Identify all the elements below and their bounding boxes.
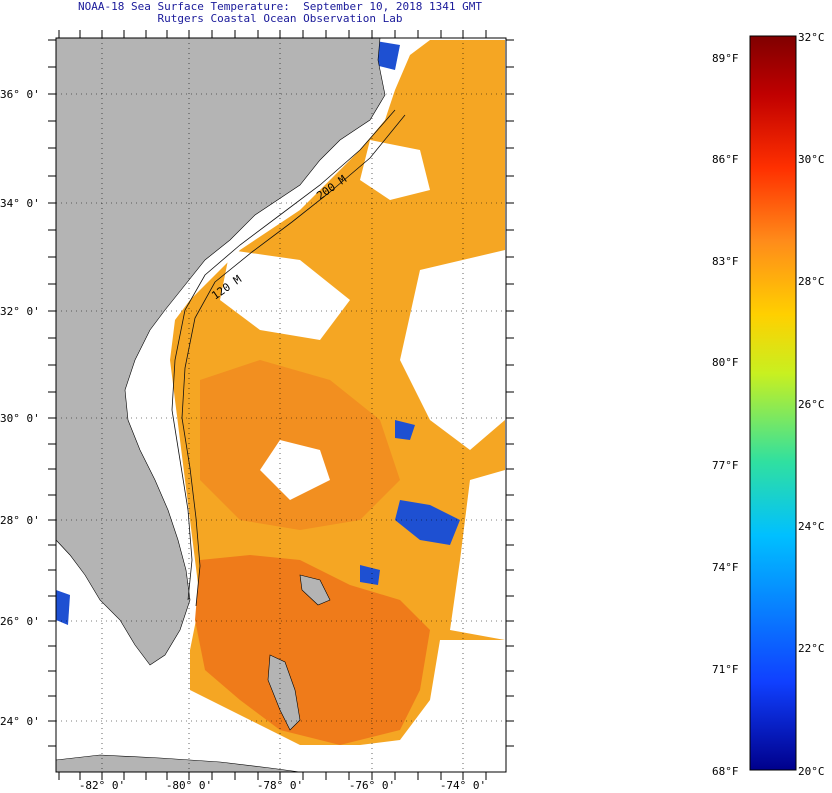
bahamas-islands xyxy=(267,574,331,731)
us-east-coast-land xyxy=(56,38,386,666)
lon-label: -74° 0' xyxy=(440,779,486,792)
lat-label: 28° 0' xyxy=(0,514,40,527)
fahrenheit-label: 89°F xyxy=(712,52,739,65)
lat-label: 34° 0' xyxy=(0,197,40,210)
fahrenheit-label: 86°F xyxy=(712,153,739,166)
lon-label: -76° 0' xyxy=(349,779,395,792)
lat-label: 24° 0' xyxy=(0,715,40,728)
celsius-label: 30°C xyxy=(798,153,825,166)
celsius-label: 24°C xyxy=(798,520,825,533)
map-ticks xyxy=(48,30,514,780)
fahrenheit-label: 83°F xyxy=(712,255,739,268)
fahrenheit-label: 68°F xyxy=(712,765,739,778)
fahrenheit-label: 80°F xyxy=(712,356,739,369)
celsius-label: 26°C xyxy=(798,398,825,411)
isobath-contours xyxy=(171,109,406,607)
lat-label: 36° 0' xyxy=(0,88,40,101)
celsius-label: 28°C xyxy=(798,275,825,288)
fahrenheit-label: 71°F xyxy=(712,663,739,676)
fahrenheit-label: 74°F xyxy=(712,561,739,574)
fahrenheit-label: 77°F xyxy=(712,459,739,472)
celsius-labels: 32°C 30°C 28°C 26°C 24°C 22°C 20°C xyxy=(798,31,825,778)
lon-label: -80° 0' xyxy=(166,779,212,792)
lon-labels: -82° 0' -80° 0' -78° 0' -76° 0' -74° 0' xyxy=(79,779,486,792)
lon-label: -82° 0' xyxy=(79,779,125,792)
map-frame xyxy=(55,37,507,773)
colorbar-gradient xyxy=(749,35,797,771)
map-title: NOAA-18 Sea Surface Temperature: Septemb… xyxy=(78,0,482,13)
sst-hot-region xyxy=(195,555,430,745)
lon-label: -78° 0' xyxy=(257,779,303,792)
graticule xyxy=(56,38,506,772)
lat-label: 32° 0' xyxy=(0,305,40,318)
cuba-land xyxy=(56,754,301,772)
celsius-label: 32°C xyxy=(798,31,825,44)
lat-label: 30° 0' xyxy=(0,412,40,425)
map-subtitle: Rutgers Coastal Ocean Observation Lab xyxy=(157,12,403,25)
lat-labels: 36° 0' 34° 0' 32° 0' 30° 0' 28° 0' 26° 0… xyxy=(0,88,40,728)
temperature-colorbar: 89°F 86°F 83°F 80°F 77°F 74°F 71°F 68°F … xyxy=(712,31,825,778)
sst-map: 120 M 200 M 36° 0' 34° 0' 32° 0' 30° 0' … xyxy=(0,30,514,792)
lat-label: 26° 0' xyxy=(0,615,40,628)
fahrenheit-labels: 89°F 86°F 83°F 80°F 77°F 74°F 71°F 68°F xyxy=(712,52,739,778)
celsius-label: 22°C xyxy=(798,642,825,655)
celsius-label: 20°C xyxy=(798,765,825,778)
